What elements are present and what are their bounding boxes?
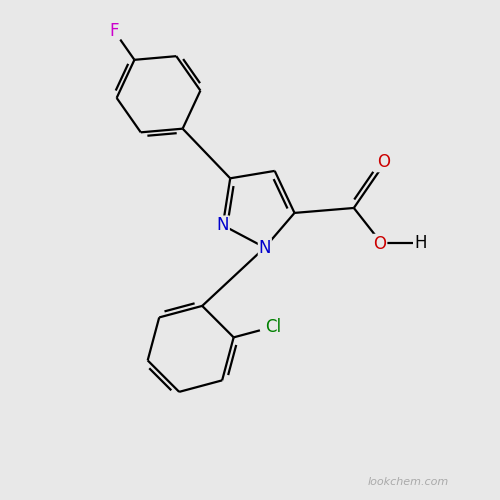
- Text: H: H: [414, 234, 427, 252]
- Text: F: F: [110, 22, 119, 40]
- Text: Cl: Cl: [265, 318, 281, 336]
- Text: O: O: [377, 154, 390, 172]
- Text: lookchem.com: lookchem.com: [368, 478, 449, 488]
- Text: N: N: [258, 238, 271, 256]
- Text: N: N: [216, 216, 229, 234]
- Text: O: O: [374, 234, 386, 252]
